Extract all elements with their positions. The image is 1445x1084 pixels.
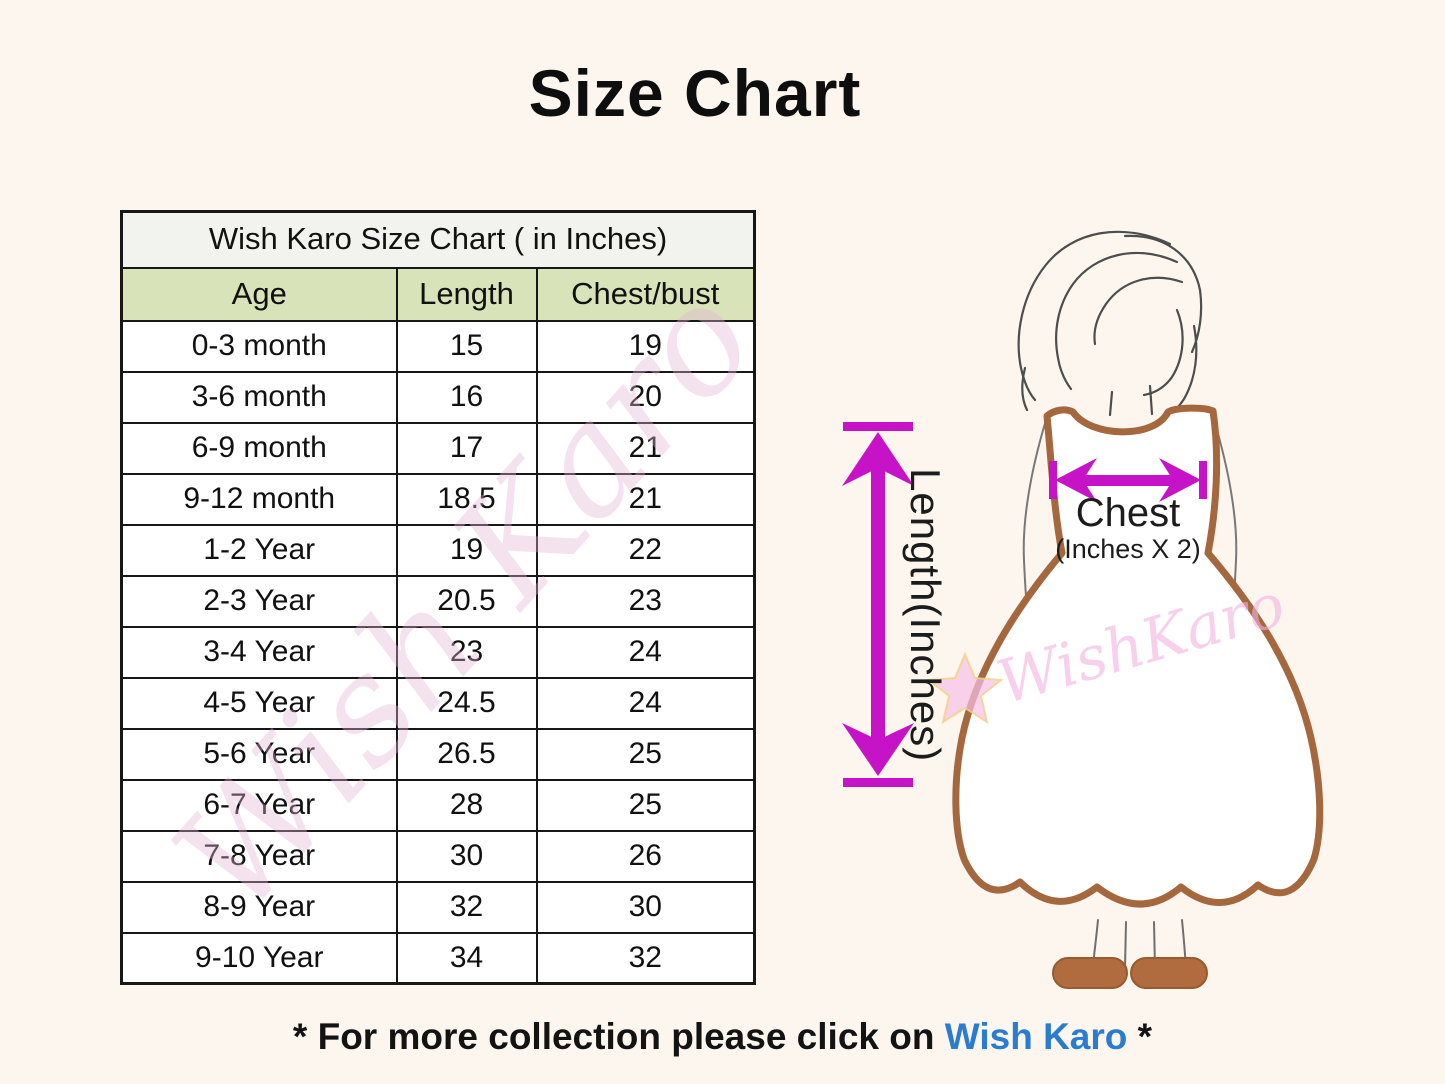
girl-sketch	[1017, 230, 1203, 419]
age-cell: 7-8 Year	[120, 829, 398, 883]
length-cell: 34	[395, 931, 538, 985]
length-label: Length(Inches)	[902, 468, 949, 762]
age-cell: 6-7 Year	[120, 778, 398, 832]
age-cell: 0-3 month	[120, 319, 398, 373]
table-row: 9-10 Year 34 32	[120, 931, 756, 985]
watermark-star-icon	[926, 651, 1004, 725]
length-cell: 17	[395, 421, 538, 475]
column-header-chest: Chest/bust	[535, 266, 756, 322]
chest-cell: 22	[535, 523, 756, 577]
chest-arrow	[1049, 458, 1207, 502]
age-cell: 2-3 Year	[120, 574, 398, 628]
table-caption: Wish Karo Size Chart ( in Inches)	[120, 210, 756, 269]
dress-outline	[952, 404, 1324, 908]
table-row: 1-2 Year 19 22	[120, 523, 756, 577]
measurement-figure: WishKaro Length(Inches) Chest (Inches X …	[842, 230, 1324, 989]
table-row: 9-12 month 18.5 21	[120, 472, 756, 526]
age-cell: 5-6 Year	[120, 727, 398, 781]
length-cell: 19	[395, 523, 538, 577]
table-header-row: Age Length Chest/bust	[120, 266, 756, 322]
age-cell: 9-12 month	[120, 472, 398, 526]
chest-cell: 21	[535, 421, 756, 475]
length-cell: 28	[395, 778, 538, 832]
footer-note: * For more collection please click on Wi…	[0, 1016, 1445, 1058]
table-row: 4-5 Year 24.5 24	[120, 676, 756, 730]
table-caption-row: Wish Karo Size Chart ( in Inches)	[120, 210, 756, 269]
length-cell: 23	[395, 625, 538, 679]
chest-label: Chest	[1076, 491, 1181, 535]
table-row: 5-6 Year 26.5 25	[120, 727, 756, 781]
chest-sublabel: (Inches X 2)	[1055, 534, 1201, 564]
table-row: 7-8 Year 30 26	[120, 829, 756, 883]
chest-cell: 25	[535, 778, 756, 832]
length-cell: 24.5	[395, 676, 538, 730]
column-header-age: Age	[120, 266, 398, 322]
chest-cell: 32	[535, 931, 756, 985]
table-row: 8-9 Year 32 30	[120, 880, 756, 934]
length-cell: 16	[395, 370, 538, 424]
chest-cell: 19	[535, 319, 756, 373]
age-cell: 9-10 Year	[120, 931, 398, 985]
table-row: 0-3 month 15 19	[120, 319, 756, 373]
left-shoe	[1052, 957, 1128, 989]
chest-cell: 26	[535, 829, 756, 883]
chest-cell: 21	[535, 472, 756, 526]
size-table-container: Wish Karo Size Chart ( in Inches) Age Le…	[120, 210, 788, 985]
age-cell: 8-9 Year	[120, 880, 398, 934]
table-row: 6-9 month 17 21	[120, 421, 756, 475]
chest-cell: 24	[535, 676, 756, 730]
chest-cell: 30	[535, 880, 756, 934]
length-cell: 20.5	[395, 574, 538, 628]
length-cell: 18.5	[395, 472, 538, 526]
table-row: 6-7 Year 28 25	[120, 778, 756, 832]
chest-cell: 20	[535, 370, 756, 424]
length-cell: 30	[395, 829, 538, 883]
table-row: 3-6 month 16 20	[120, 370, 756, 424]
right-shoe	[1130, 957, 1208, 989]
chest-cell: 25	[535, 727, 756, 781]
chest-cell: 23	[535, 574, 756, 628]
age-cell: 1-2 Year	[120, 523, 398, 577]
column-header-length: Length	[395, 266, 538, 322]
age-cell: 6-9 month	[120, 421, 398, 475]
table-row: 2-3 Year 20.5 23	[120, 574, 756, 628]
length-cell: 32	[395, 880, 538, 934]
chest-cell: 24	[535, 625, 756, 679]
length-cell: 15	[395, 319, 538, 373]
age-cell: 3-6 month	[120, 370, 398, 424]
footer-suffix: *	[1127, 1016, 1153, 1057]
footer-brand-link[interactable]: Wish Karo	[944, 1016, 1128, 1057]
size-table: Wish Karo Size Chart ( in Inches) Age Le…	[120, 210, 757, 985]
age-cell: 4-5 Year	[120, 676, 398, 730]
length-cell: 26.5	[395, 727, 538, 781]
footer-prefix: * For more collection please click on	[292, 1016, 945, 1057]
table-row: 3-4 Year 23 24	[120, 625, 756, 679]
page-title: Size Chart	[528, 56, 862, 130]
age-cell: 3-4 Year	[120, 625, 398, 679]
length-arrow	[842, 422, 914, 787]
